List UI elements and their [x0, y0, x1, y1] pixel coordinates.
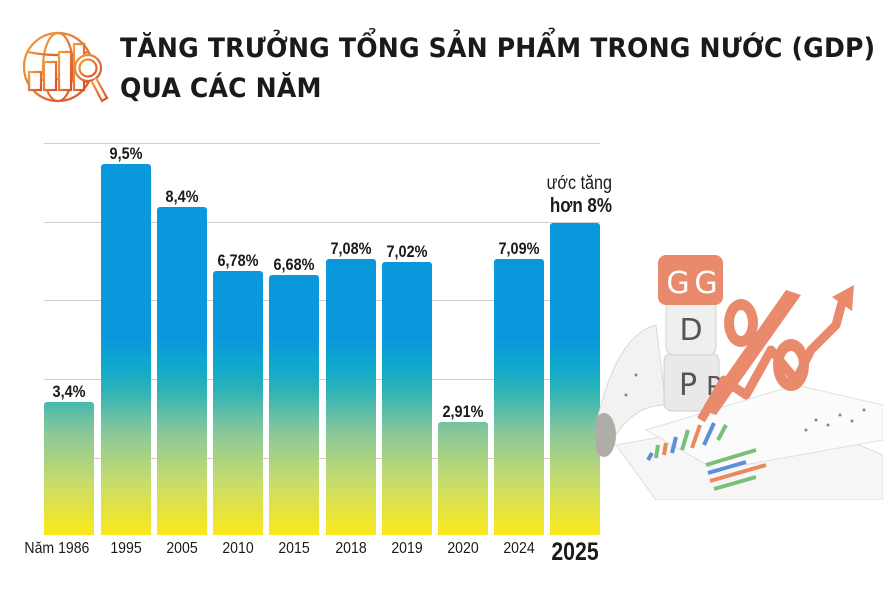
value-label: 6,68% [273, 255, 315, 274]
x-tick-label: Năm 1986 [24, 540, 90, 557]
value-label: 7,02% [386, 242, 428, 261]
x-tick-label: 2024 [503, 540, 535, 557]
gdp-blocks-percent-arrow-illustration: P P D G G [596, 255, 883, 500]
estimate-line1: ước tăng [546, 173, 612, 194]
x-tick-label: 2015 [278, 540, 310, 557]
value-label: 3,4% [52, 382, 86, 401]
gridline [44, 379, 600, 380]
x-tick-label: 2010 [222, 540, 254, 557]
gridline [44, 300, 600, 301]
estimate-line2: hơn 8% [549, 195, 612, 217]
x-tick-label-highlight: 2025 [551, 538, 599, 566]
gridline [44, 458, 600, 459]
svg-text:D: D [679, 313, 702, 348]
bar-2018 [326, 259, 376, 535]
estimate-annotation: ước tăng hơn 8% [534, 173, 612, 217]
svg-text:P: P [679, 368, 697, 403]
gdp-letter-blocks: P P D G G [658, 255, 723, 412]
svg-text:G: G [666, 266, 689, 301]
growth-arrow-icon [697, 285, 854, 423]
bar-2025 [550, 223, 600, 535]
value-label: 9,5% [109, 144, 143, 163]
header: TĂNG TRƯỞNG TỔNG SẢN PHẨM TRONG NƯỚC (GD… [0, 0, 883, 120]
value-label: 8,4% [165, 187, 199, 206]
value-label: 7,09% [498, 239, 540, 258]
svg-text:G: G [694, 266, 717, 301]
gridline [44, 143, 600, 144]
globe-bar-chart-magnifier-icon [22, 31, 109, 103]
value-label: 6,78% [217, 251, 259, 270]
bar-2010 [213, 271, 263, 535]
gridline [44, 222, 600, 223]
page-title: TĂNG TRƯỞNG TỔNG SẢN PHẨM TRONG NƯỚC (GD… [120, 33, 876, 64]
bar-1986 [44, 402, 94, 535]
value-label: 2,91% [442, 402, 484, 421]
bar-2024 [494, 259, 544, 535]
x-tick-label: 2005 [166, 540, 198, 557]
bar-2005 [157, 207, 207, 535]
bar-2020 [438, 422, 488, 535]
page-subtitle: QUA CÁC NĂM [120, 73, 322, 104]
bar-2015 [269, 275, 319, 535]
bar-2019 [382, 262, 432, 535]
paper-chart-icon [596, 324, 883, 500]
x-tick-label: 1995 [110, 540, 142, 557]
bar-1995 [101, 164, 151, 535]
value-label: 7,08% [330, 239, 372, 258]
x-tick-label: 2018 [335, 540, 367, 557]
x-tick-label: 2020 [447, 540, 479, 557]
x-tick-label: 2019 [391, 540, 423, 557]
